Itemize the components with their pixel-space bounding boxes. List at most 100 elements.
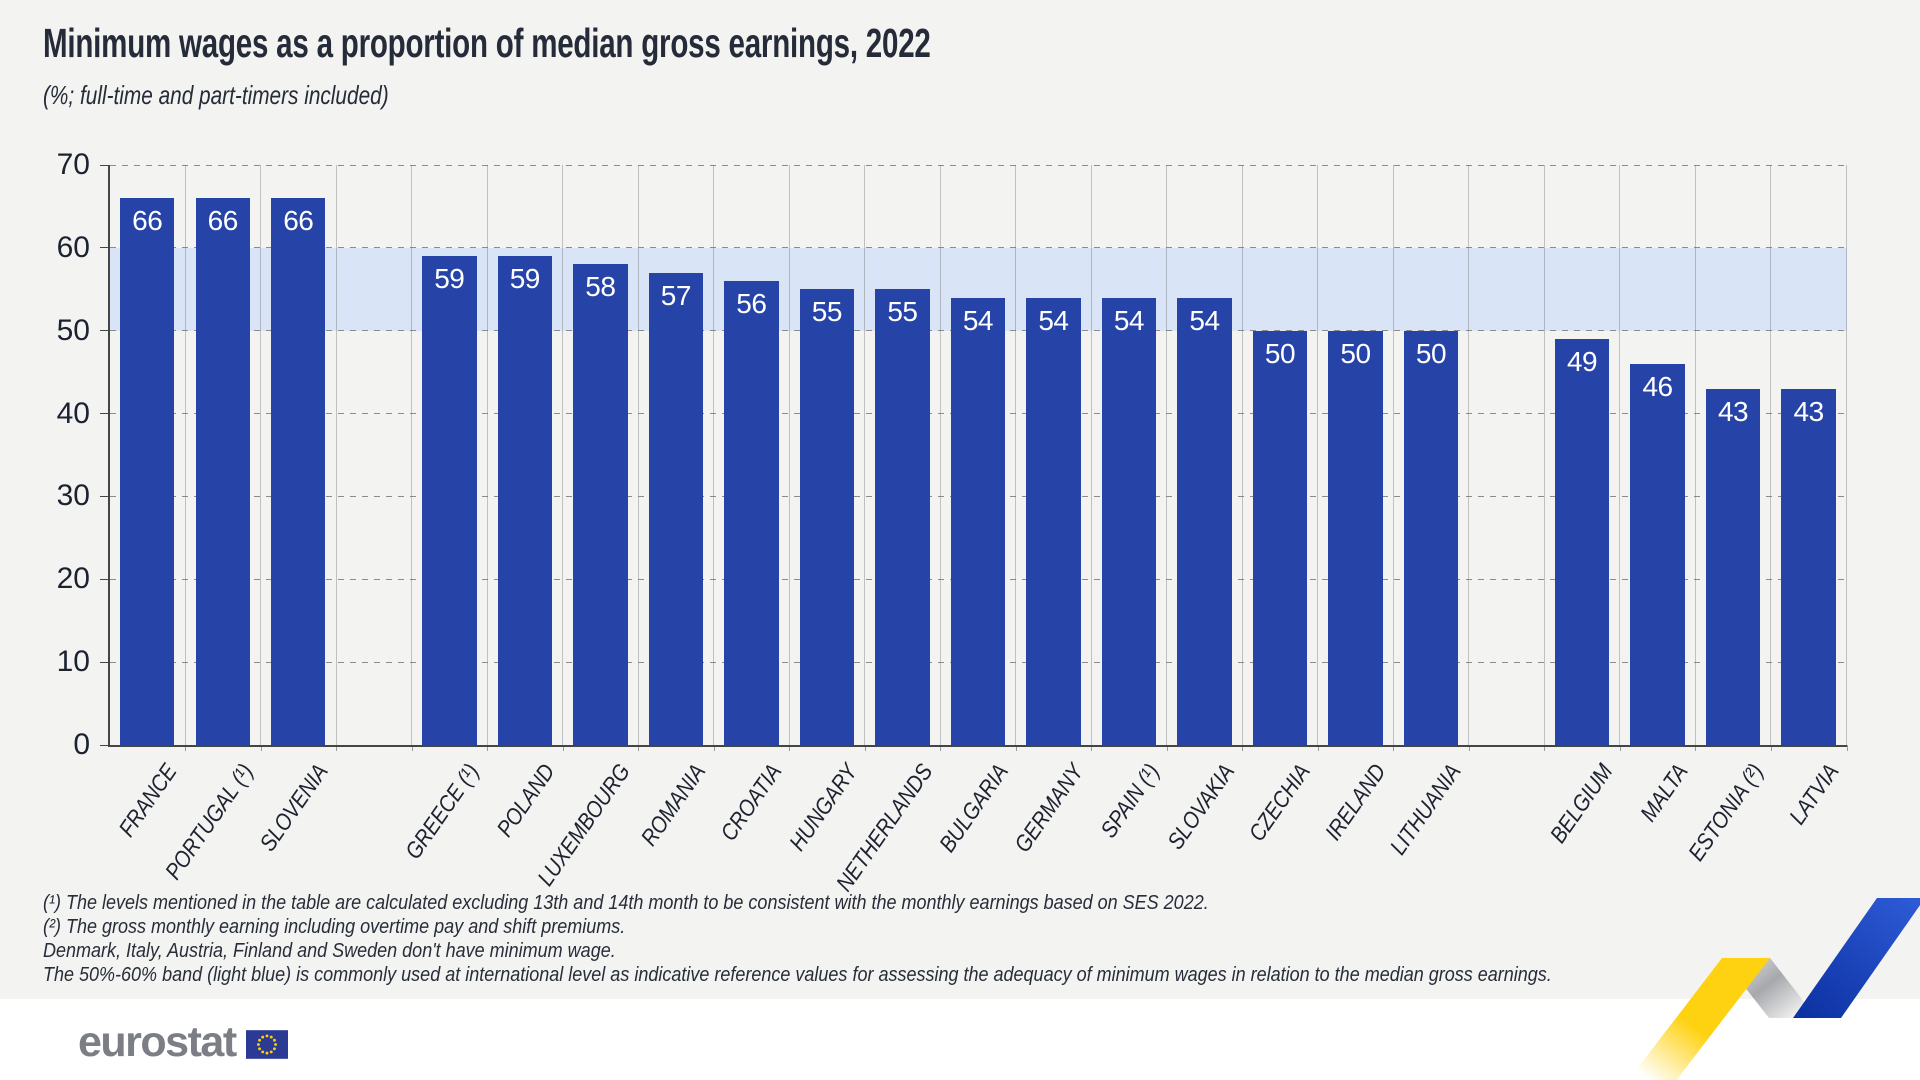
y-axis-tick-label: 70 xyxy=(56,148,90,181)
bar-slot: 54 xyxy=(941,165,1017,745)
y-axis-tick xyxy=(100,578,109,580)
x-axis-tick xyxy=(1015,745,1017,751)
x-axis-tick xyxy=(185,745,187,751)
bar-greece: 59 xyxy=(422,256,477,745)
bar-value-label: 66 xyxy=(132,205,163,237)
bar-slot: 49 xyxy=(1545,165,1621,745)
bar-value-label: 59 xyxy=(509,263,541,295)
bar-slot: 59 xyxy=(412,165,488,745)
bar-slot: 43 xyxy=(1696,165,1772,745)
x-axis-tick xyxy=(638,745,640,751)
x-axis-tick xyxy=(1695,745,1697,751)
bar-romania: 57 xyxy=(648,272,704,745)
bar-czechia: 50 xyxy=(1252,330,1308,745)
bar-hungary: 55 xyxy=(799,289,855,745)
bar-value-label: 50 xyxy=(1264,337,1296,369)
x-axis-tick xyxy=(789,745,791,751)
bar-value-label: 43 xyxy=(1793,395,1825,427)
bar-ireland: 50 xyxy=(1328,330,1383,745)
x-axis-label: SLOVAKIA xyxy=(1162,759,1240,854)
x-axis-tick xyxy=(411,745,413,751)
footnote-line: (²) The gross monthly earning including … xyxy=(43,916,626,938)
y-axis-tick xyxy=(100,330,109,332)
bar-belgium: 49 xyxy=(1554,339,1610,745)
y-axis-tick-label: 0 xyxy=(73,728,90,761)
x-axis-label: SLOVENIA xyxy=(254,759,334,856)
y-axis-tick xyxy=(100,164,109,166)
bar-slovenia: 66 xyxy=(271,198,326,745)
y-axis-tick xyxy=(100,413,109,415)
bar-bulgaria: 54 xyxy=(950,297,1006,745)
x-axis xyxy=(108,745,1847,747)
bar-netherlands: 55 xyxy=(875,289,930,745)
y-axis-tick-label: 30 xyxy=(56,479,90,513)
eurostat-logo-text: eurostat xyxy=(78,1018,237,1066)
bar-malta: 46 xyxy=(1630,363,1685,745)
y-axis-tick xyxy=(100,661,109,663)
bar-slot: 57 xyxy=(639,165,715,745)
bar-slot: 66 xyxy=(186,165,262,745)
bar-slot: 43 xyxy=(1771,165,1847,745)
bar-slot: 58 xyxy=(563,165,639,745)
eurostat-ribbon-icon xyxy=(1628,898,1920,1080)
bar-value-label: 54 xyxy=(1038,304,1069,336)
bar-portugal: 66 xyxy=(195,198,250,745)
y-axis xyxy=(108,165,110,745)
bar-latvia: 43 xyxy=(1781,388,1836,745)
x-axis-label: FRANCE xyxy=(113,759,183,842)
y-axis-tick xyxy=(100,247,109,249)
bar-lithuania: 50 xyxy=(1403,330,1459,745)
bar-poland: 59 xyxy=(497,256,553,745)
bar-slot: 54 xyxy=(1167,165,1243,745)
bar-slot: 46 xyxy=(1620,165,1696,745)
bar-slot: 50 xyxy=(1243,165,1319,745)
bar-slots: 66 66 66 59 59 58 57 56 55 55 54 54 54 54 50 50 50 49 46 43… xyxy=(110,165,1847,745)
y-axis-tick-label: 60 xyxy=(56,230,90,264)
y-gridline xyxy=(110,247,1847,249)
x-axis-tick xyxy=(1770,745,1772,751)
bar-luxembourg: 58 xyxy=(573,264,628,745)
page-subtitle: (%; full-time and part-timers included) xyxy=(43,80,475,111)
x-axis-tick xyxy=(864,745,866,751)
footnote-line: (¹) The levels mentioned in the table ar… xyxy=(43,892,1209,914)
x-axis-tick xyxy=(1544,745,1546,751)
y-axis-tick xyxy=(100,744,109,746)
x-axis-label: MALTA xyxy=(1634,759,1693,827)
bar-slot: 54 xyxy=(1016,165,1092,745)
page-title: Minimum wages as a proportion of median … xyxy=(43,20,1276,67)
x-axis-tick xyxy=(336,745,338,751)
group-spacer-slot xyxy=(1469,165,1545,745)
bar-slot: 59 xyxy=(488,165,564,745)
bar-croatia: 56 xyxy=(724,281,779,745)
eurostat-logo: eurostat xyxy=(78,1018,288,1067)
bar-estonia: 43 xyxy=(1705,388,1761,745)
bar-value-label: 66 xyxy=(283,205,314,237)
y-axis-tick-label: 50 xyxy=(56,313,90,347)
x-axis-tick xyxy=(1166,745,1168,751)
bar-value-label: 66 xyxy=(207,205,239,237)
plot-area: 70 60 50 40 30 20 10 0 66 66 66 59 59 58 57 56 55 55 54 54 5… xyxy=(57,149,1848,896)
bar-value-label: 56 xyxy=(736,288,767,319)
bar-slovakia: 54 xyxy=(1177,297,1232,745)
bar-slot: 55 xyxy=(790,165,866,745)
x-axis-tick xyxy=(1317,745,1319,751)
y-axis-tick-label: 10 xyxy=(56,645,90,679)
x-axis-label: GREECE (¹) xyxy=(400,759,485,864)
bar-value-label: 50 xyxy=(1415,337,1447,369)
x-axis-tick xyxy=(260,745,262,751)
bar-slot: 50 xyxy=(1318,165,1394,745)
x-axis-tick xyxy=(940,745,942,751)
bar-value-label: 50 xyxy=(1340,337,1371,369)
bar-value-label: 49 xyxy=(1566,346,1598,377)
group-spacer-slot xyxy=(337,165,413,745)
page-title-text: Minimum wages as a proportion of median … xyxy=(43,20,931,66)
x-axis-tick xyxy=(1619,745,1621,751)
x-axis-tick xyxy=(1393,745,1395,751)
bar-value-label: 57 xyxy=(660,279,692,311)
bar-value-label: 54 xyxy=(1189,304,1220,336)
x-axis-label: IRELAND xyxy=(1319,759,1391,845)
bar-germany: 54 xyxy=(1026,297,1081,745)
eu-flag-icon xyxy=(245,1030,288,1059)
x-axis-label: POLAND xyxy=(491,759,560,842)
x-axis-label: ROMANIA xyxy=(635,759,711,851)
